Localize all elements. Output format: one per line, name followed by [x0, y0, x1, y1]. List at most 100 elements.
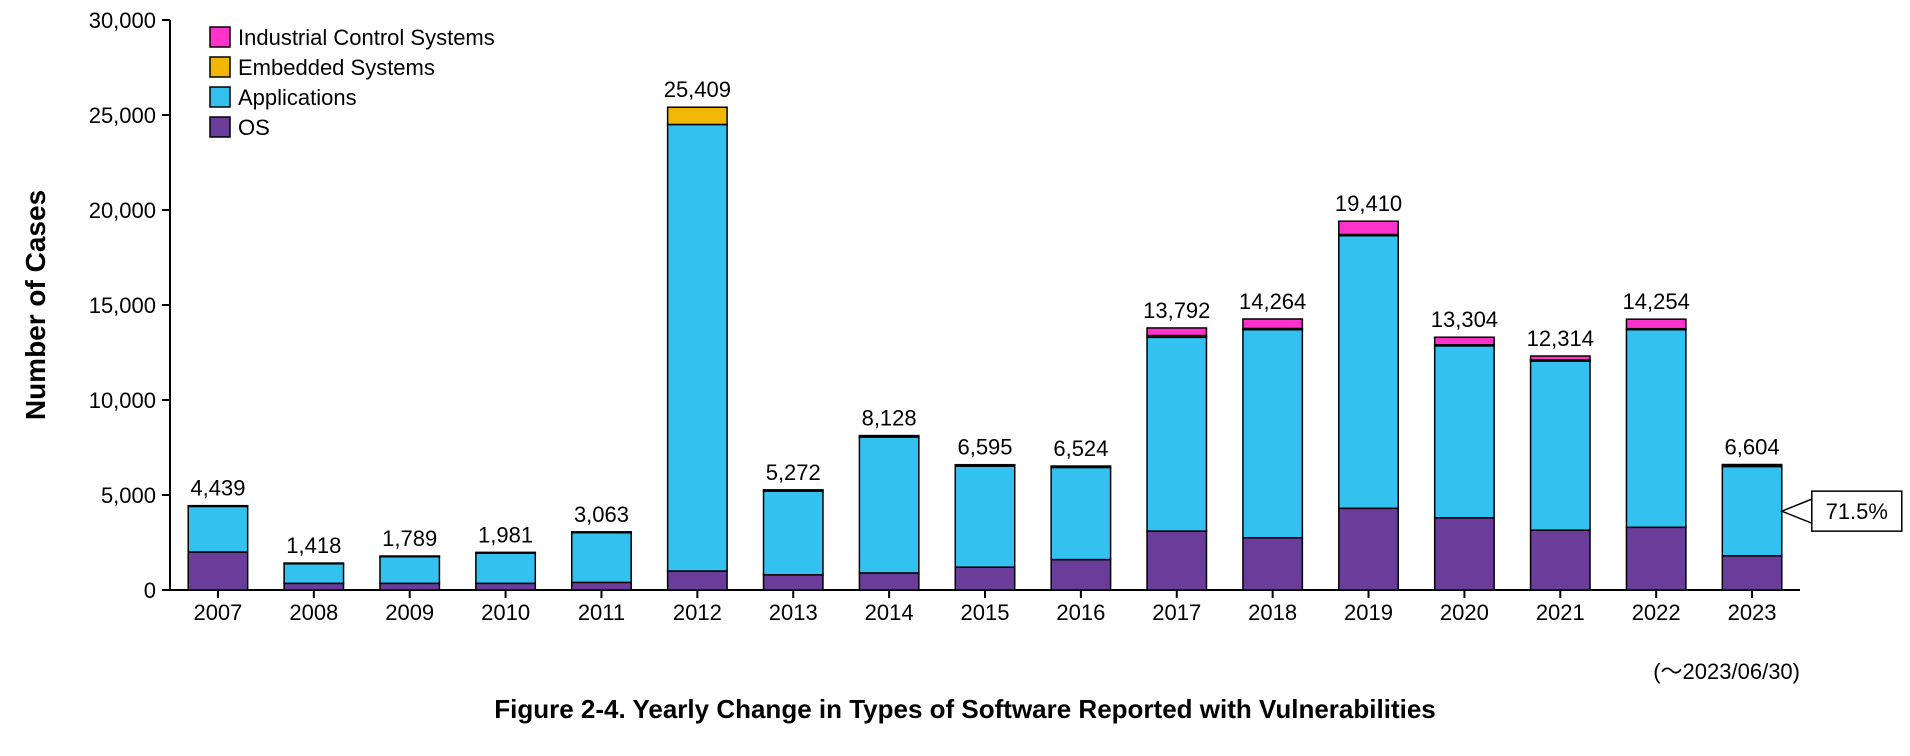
- bar-total-label: 4,439: [190, 476, 245, 501]
- ytick-label: 10,000: [89, 388, 156, 413]
- callout-label: 71.5%: [1826, 499, 1888, 524]
- xtick-label: 2016: [1056, 600, 1105, 625]
- bar-segment: [955, 567, 1014, 590]
- legend-label: OS: [238, 115, 270, 140]
- bar-segment: [668, 107, 727, 124]
- xtick-label: 2022: [1632, 600, 1681, 625]
- xtick-label: 2023: [1728, 600, 1777, 625]
- bar-total-label: 8,128: [862, 406, 917, 431]
- legend-swatch: [210, 117, 230, 137]
- xtick-label: 2009: [385, 600, 434, 625]
- bar-segment: [1722, 556, 1781, 590]
- bar-segment: [476, 553, 535, 583]
- figure-caption: Figure 2-4. Yearly Change in Types of So…: [10, 694, 1910, 725]
- ytick-label: 0: [144, 578, 156, 603]
- vulnerability-chart: 05,00010,00015,00020,00025,00030,000Numb…: [10, 10, 1910, 650]
- bar-segment: [1531, 361, 1590, 530]
- bar-segment: [955, 466, 1014, 567]
- bar-segment: [188, 506, 247, 552]
- bar-segment: [476, 552, 535, 553]
- bar-segment: [284, 564, 343, 584]
- legend-swatch: [210, 57, 230, 77]
- bar-total-label: 14,254: [1623, 289, 1690, 314]
- bar-total-label: 14,264: [1239, 289, 1306, 314]
- bar-total-label: 13,304: [1431, 307, 1498, 332]
- bar-segment: [859, 437, 918, 573]
- bar-segment: [572, 533, 631, 583]
- xtick-label: 2010: [481, 600, 530, 625]
- bar-segment: [1243, 330, 1302, 538]
- bar-segment: [188, 552, 247, 590]
- legend-label: Embedded Systems: [238, 55, 435, 80]
- legend-label: Industrial Control Systems: [238, 25, 495, 50]
- bar-segment: [1435, 346, 1494, 518]
- bar-segment: [1626, 330, 1685, 528]
- bar-total-label: 13,792: [1143, 298, 1210, 323]
- xtick-label: 2013: [769, 600, 818, 625]
- xtick-label: 2008: [289, 600, 338, 625]
- bar-total-label: 19,410: [1335, 191, 1402, 216]
- bar-segment: [668, 571, 727, 590]
- bar-total-label: 12,314: [1527, 326, 1594, 351]
- legend-swatch: [210, 87, 230, 107]
- bar-total-label: 25,409: [664, 77, 731, 102]
- bar-segment: [284, 583, 343, 590]
- legend-label: Applications: [238, 85, 357, 110]
- bar-segment: [1243, 538, 1302, 590]
- bar-total-label: 6,595: [957, 435, 1012, 460]
- bar-segment: [572, 532, 631, 533]
- ytick-label: 5,000: [101, 483, 156, 508]
- bar-segment: [380, 556, 439, 557]
- bar-segment: [476, 583, 535, 590]
- bar-segment: [1435, 337, 1494, 345]
- bar-segment: [668, 125, 727, 572]
- y-axis-title: Number of Cases: [20, 190, 51, 420]
- xtick-label: 2019: [1344, 600, 1393, 625]
- bar-segment: [1339, 236, 1398, 509]
- bar-segment: [1147, 531, 1206, 590]
- xtick-label: 2017: [1152, 600, 1201, 625]
- bar-segment: [1626, 319, 1685, 329]
- legend-swatch: [210, 27, 230, 47]
- bar-segment: [955, 465, 1014, 466]
- ytick-label: 15,000: [89, 293, 156, 318]
- bar-segment: [764, 491, 823, 575]
- bar-total-label: 6,604: [1725, 435, 1780, 460]
- bar-segment: [1051, 466, 1110, 467]
- bar-segment: [188, 506, 247, 507]
- bar-total-label: 5,272: [766, 460, 821, 485]
- xtick-label: 2007: [193, 600, 242, 625]
- ytick-label: 20,000: [89, 198, 156, 223]
- bar-total-label: 1,418: [286, 533, 341, 558]
- bar-segment: [859, 573, 918, 590]
- bar-segment: [859, 436, 918, 437]
- date-note: (～2023/06/30): [10, 654, 1910, 686]
- bar-segment: [1531, 356, 1590, 360]
- bar-segment: [1147, 328, 1206, 336]
- bar-total-label: 1,981: [478, 522, 533, 547]
- xtick-label: 2014: [865, 600, 914, 625]
- bar-segment: [380, 583, 439, 590]
- xtick-label: 2015: [961, 600, 1010, 625]
- bar-total-label: 6,524: [1053, 436, 1108, 461]
- bar-segment: [1339, 508, 1398, 590]
- bar-segment: [380, 557, 439, 584]
- bar-segment: [1339, 221, 1398, 234]
- bar-total-label: 1,789: [382, 526, 437, 551]
- bar-segment: [764, 490, 823, 491]
- bar-segment: [1051, 560, 1110, 590]
- xtick-label: 2012: [673, 600, 722, 625]
- xtick-label: 2018: [1248, 600, 1297, 625]
- bar-segment: [1722, 467, 1781, 556]
- ytick-label: 30,000: [89, 10, 156, 33]
- bar-segment: [1147, 337, 1206, 531]
- bar-segment: [764, 575, 823, 590]
- bar-segment: [1435, 518, 1494, 590]
- bar-segment: [1722, 465, 1781, 466]
- chart-container: 05,00010,00015,00020,00025,00030,000Numb…: [10, 10, 1910, 746]
- xtick-label: 2011: [578, 600, 625, 625]
- xtick-label: 2020: [1440, 600, 1489, 625]
- bar-segment: [284, 563, 343, 564]
- bar-segment: [1626, 527, 1685, 590]
- bar-total-label: 3,063: [574, 502, 629, 527]
